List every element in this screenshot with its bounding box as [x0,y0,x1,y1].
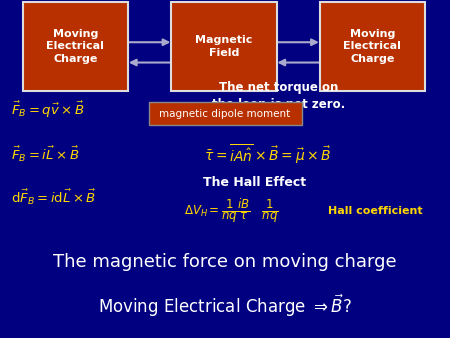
Text: $\Delta V_H = \dfrac{1}{nq}\dfrac{iB}{\tau}\quad\dfrac{1}{nq}$: $\Delta V_H = \dfrac{1}{nq}\dfrac{iB}{\t… [184,197,279,225]
Text: $\vec{F}_B = q\vec{v} \times \vec{B}$: $\vec{F}_B = q\vec{v} \times \vec{B}$ [11,100,85,120]
FancyBboxPatch shape [22,2,128,91]
Text: Moving
Electrical
Charge: Moving Electrical Charge [343,29,401,64]
Text: $\vec{F}_B = i\vec{L} \times \vec{B}$: $\vec{F}_B = i\vec{L} \times \vec{B}$ [11,144,80,164]
Text: Moving
Electrical
Charge: Moving Electrical Charge [46,29,104,64]
Text: Hall coefficient: Hall coefficient [328,206,423,216]
Text: Magnetic
Field: Magnetic Field [195,35,252,58]
Text: The Hall Effect: The Hall Effect [202,176,306,189]
Text: $\mathrm{d}\vec{F}_B = i\mathrm{d}\vec{L} \times \vec{B}$: $\mathrm{d}\vec{F}_B = i\mathrm{d}\vec{L… [11,188,96,208]
Text: The net torque on
the loop is not zero.: The net torque on the loop is not zero. [212,81,346,111]
FancyBboxPatch shape [148,102,302,125]
FancyBboxPatch shape [171,2,277,91]
Text: magnetic dipole moment: magnetic dipole moment [159,108,291,119]
Text: The magnetic force on moving charge: The magnetic force on moving charge [53,253,397,271]
FancyBboxPatch shape [320,2,425,91]
Text: $\bar{\tau} = \overline{iA\hat{n}} \times \vec{B} = \vec{\mu} \times \vec{B}$: $\bar{\tau} = \overline{iA\hat{n}} \time… [204,142,332,166]
Text: Moving Electrical Charge $\Rightarrow \vec{B}$?: Moving Electrical Charge $\Rightarrow \v… [98,293,352,319]
